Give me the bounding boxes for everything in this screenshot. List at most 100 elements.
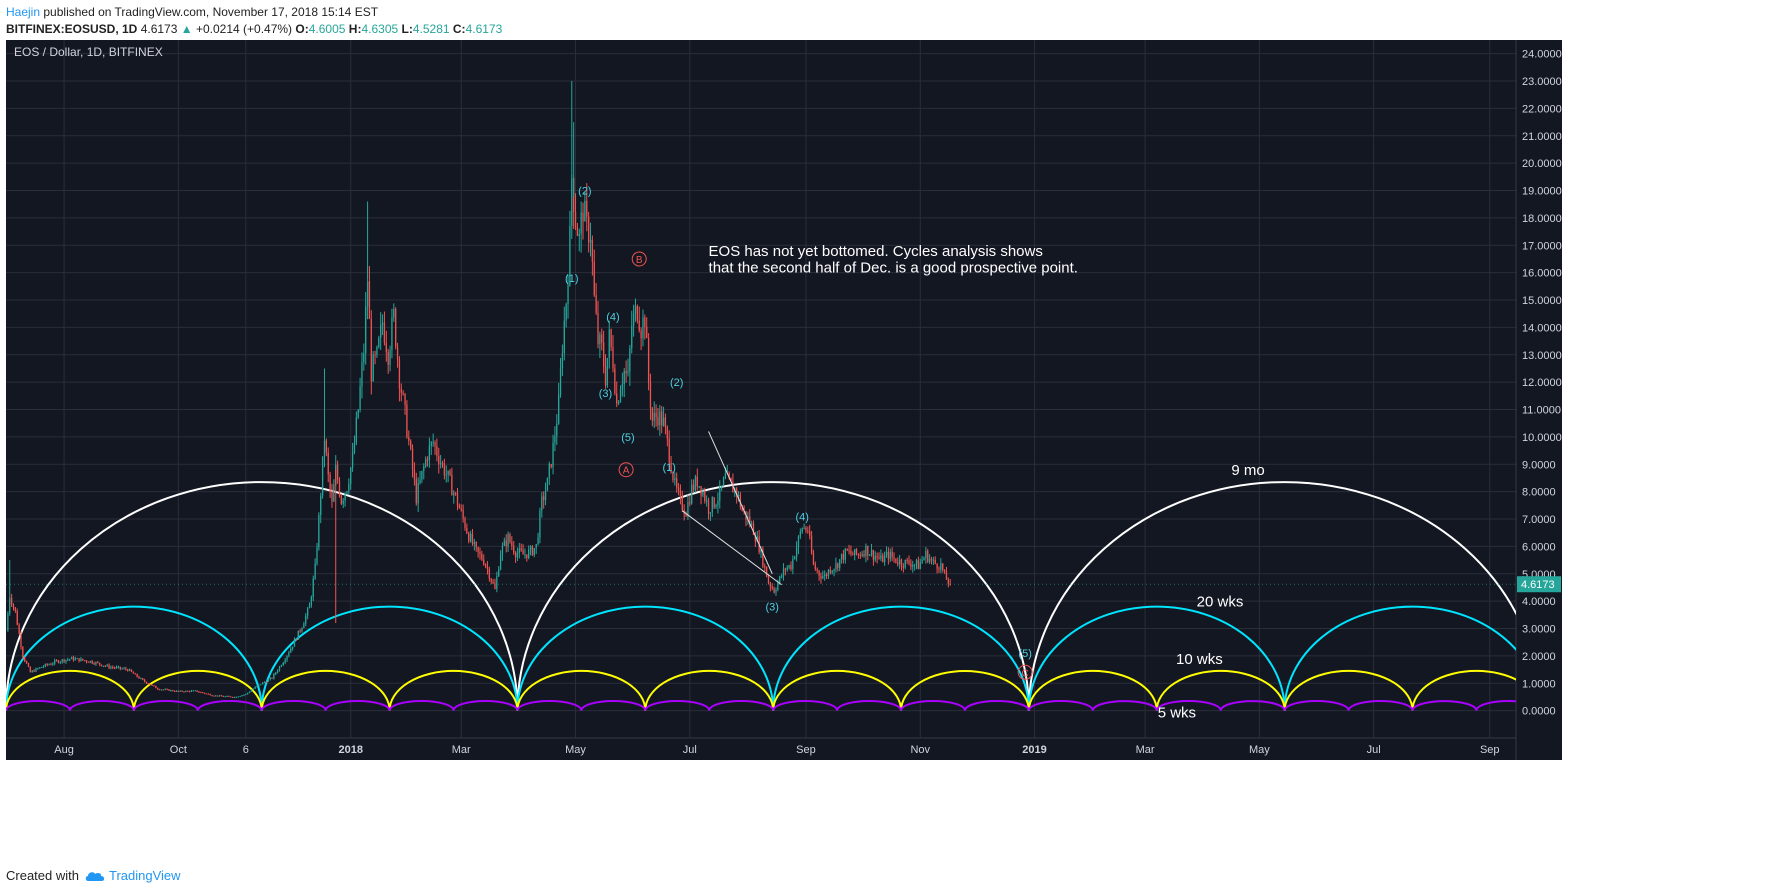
candle-body bbox=[468, 533, 470, 542]
impulse-wave-label: (5) bbox=[621, 432, 634, 444]
candle-body bbox=[400, 388, 402, 393]
cycle-arc bbox=[388, 700, 455, 711]
candle-body bbox=[724, 473, 727, 479]
tradingview-logo[interactable]: TradingView bbox=[85, 868, 181, 883]
candle-body bbox=[415, 479, 417, 504]
candle-body bbox=[805, 527, 807, 531]
cycle-arc bbox=[1027, 669, 1158, 711]
candle-body bbox=[711, 497, 713, 513]
candle-body bbox=[359, 386, 361, 410]
candle-body bbox=[196, 690, 198, 692]
candle-body bbox=[516, 552, 519, 558]
y-tick-label: 4.0000 bbox=[1522, 596, 1556, 608]
candle-body bbox=[513, 545, 515, 553]
candle-body bbox=[653, 412, 655, 421]
candle-body bbox=[923, 557, 925, 561]
cycle-arc bbox=[1283, 606, 1516, 711]
candle-body bbox=[756, 536, 758, 542]
candle-body bbox=[623, 370, 625, 385]
candle-body bbox=[861, 554, 863, 556]
candle-body bbox=[428, 445, 431, 460]
candle-body bbox=[353, 442, 356, 453]
candle-body bbox=[63, 659, 65, 662]
candle-body bbox=[878, 557, 880, 559]
candle-body bbox=[677, 487, 680, 491]
candle-body bbox=[730, 477, 732, 482]
candle-body bbox=[340, 495, 343, 504]
candle-body bbox=[327, 452, 329, 475]
candle-body bbox=[649, 382, 652, 409]
candle-body bbox=[396, 346, 399, 360]
candle-body bbox=[155, 685, 157, 689]
candle-body bbox=[232, 696, 234, 698]
candle-body bbox=[837, 563, 839, 568]
candle-body bbox=[799, 531, 801, 537]
candle-body bbox=[224, 696, 226, 698]
candle-body bbox=[707, 500, 710, 514]
candle-body bbox=[380, 324, 382, 338]
candle-body bbox=[735, 488, 738, 496]
candle-body bbox=[213, 695, 215, 697]
chart-background bbox=[6, 40, 1562, 760]
symbol-line: BITFINEX:EOSUSD, 1D 4.6173 ▲ +0.0214 (+0… bbox=[6, 22, 502, 36]
candle-body bbox=[659, 411, 661, 426]
open-value: 4.6005 bbox=[308, 22, 346, 36]
candle-body bbox=[436, 445, 438, 456]
candle-body bbox=[713, 497, 715, 508]
candle-body bbox=[646, 326, 648, 339]
candle-body bbox=[638, 320, 640, 331]
candle-body bbox=[582, 212, 584, 222]
candle-body bbox=[22, 647, 24, 658]
candle-body bbox=[286, 655, 288, 660]
candle-body bbox=[709, 512, 712, 514]
y-tick-label: 3.0000 bbox=[1522, 624, 1556, 636]
candle-body bbox=[9, 597, 11, 614]
y-tick-label: 6.0000 bbox=[1522, 541, 1556, 553]
author-link[interactable]: Haejin bbox=[6, 5, 41, 19]
candle-body bbox=[608, 329, 610, 358]
candle-body bbox=[820, 575, 822, 579]
candle-body bbox=[541, 496, 543, 511]
cycle-arc bbox=[1411, 670, 1516, 711]
candle-body bbox=[895, 558, 897, 563]
candle-body bbox=[876, 556, 878, 558]
candle-body bbox=[498, 569, 500, 577]
impulse-wave-label: (4) bbox=[606, 311, 619, 323]
candle-body bbox=[424, 459, 427, 467]
up-arrow-icon: ▲ bbox=[180, 22, 193, 36]
candle-body bbox=[108, 664, 110, 669]
candle-body bbox=[74, 658, 76, 661]
candle-body bbox=[247, 692, 249, 695]
candle-body bbox=[267, 679, 269, 682]
cycle-label: 20 wks bbox=[1197, 594, 1244, 611]
candle-body bbox=[932, 559, 935, 561]
candle-body bbox=[679, 490, 682, 497]
candle-body bbox=[889, 551, 891, 559]
candle-body bbox=[533, 548, 535, 555]
candle-body bbox=[580, 212, 582, 234]
candle-body bbox=[350, 467, 352, 484]
candle-body bbox=[215, 695, 217, 697]
cycle-arc bbox=[324, 700, 391, 711]
cycle-arc bbox=[6, 700, 71, 711]
plot-area: (1) (2) (3) (4) (5) (1) (2) (3) (4) (5) A B C bbox=[6, 81, 1516, 711]
x-tick-label: Jul bbox=[683, 744, 697, 756]
candle-body bbox=[522, 550, 524, 555]
price-chart[interactable]: 24.0000 23.0000 22.0000 21.0000 20.0000 19.00… bbox=[0, 40, 1789, 860]
candle-body bbox=[10, 597, 13, 605]
candle-body bbox=[586, 200, 588, 217]
candle-body bbox=[293, 639, 296, 647]
candle-body bbox=[535, 544, 537, 549]
candle-body bbox=[153, 685, 155, 687]
candle-body bbox=[554, 436, 556, 443]
y-tick-label: 1.0000 bbox=[1522, 678, 1556, 690]
candle-body bbox=[584, 200, 586, 222]
candle-body bbox=[661, 411, 663, 426]
candle-body bbox=[563, 320, 565, 354]
corrective-wave-circle bbox=[631, 251, 647, 267]
candle-body bbox=[915, 560, 918, 565]
candle-body bbox=[24, 657, 26, 662]
candle-body bbox=[368, 281, 371, 319]
high-label: H: bbox=[348, 22, 362, 36]
trend-line bbox=[708, 431, 773, 574]
